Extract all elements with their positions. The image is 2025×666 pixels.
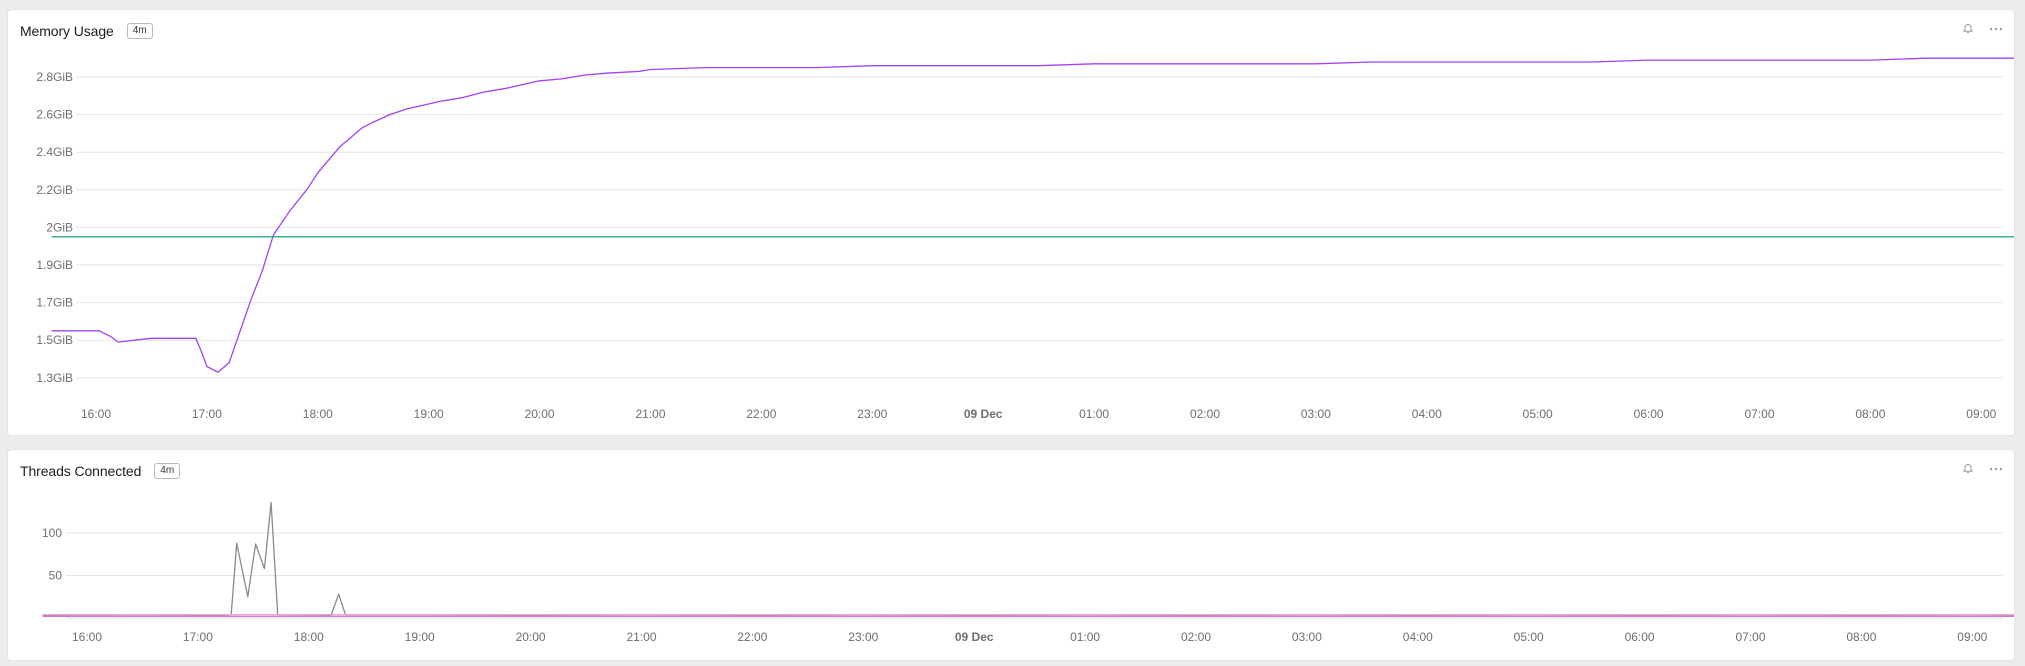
more-icon[interactable] (1988, 461, 2004, 477)
panel-title: Threads Connected (20, 463, 142, 479)
x-tick-label: 03:00 (1292, 630, 1322, 644)
x-tick-label: 09:00 (1966, 407, 1996, 421)
x-tick-label: 08:00 (1846, 630, 1876, 644)
x-tick-label: 03:00 (1301, 407, 1331, 421)
x-tick-label: 01:00 (1070, 630, 1100, 644)
x-tick-label: 18:00 (303, 407, 333, 421)
y-tick-label: 2.6GiB (36, 108, 73, 122)
y-tick-label: 50 (49, 569, 63, 583)
series-line (51, 57, 2014, 373)
more-icon[interactable] (1988, 21, 2004, 37)
threads-connected-chart[interactable]: 50 100 16:00 17:00 18:00 19:00 20:00 21:00 22:00… (8, 450, 2014, 660)
y-tick-label: 2.2GiB (36, 183, 73, 197)
panel-title: Memory Usage (20, 23, 114, 39)
x-tick-label: 06:00 (1625, 630, 1655, 644)
x-tick-label: 23:00 (848, 630, 878, 644)
y-tick-label: 1.5GiB (36, 333, 73, 347)
x-tick-label: 20:00 (525, 407, 555, 421)
x-tick-label: 18:00 (294, 630, 324, 644)
x-tick-label: 07:00 (1744, 407, 1774, 421)
bell-icon[interactable] (1960, 461, 1976, 477)
x-tick-label: 05:00 (1523, 407, 1553, 421)
x-tick-label: 16:00 (81, 407, 111, 421)
panel-header: Memory Usage 4m (20, 21, 153, 41)
x-tick-label: 06:00 (1634, 407, 1664, 421)
x-tick-label: 19:00 (405, 630, 435, 644)
y-tick-label: 2.8GiB (36, 70, 73, 84)
y-tick-label: 2.4GiB (36, 145, 73, 159)
x-tick-label: 09:00 (1957, 630, 1987, 644)
y-tick-label: 1.7GiB (36, 296, 73, 310)
x-tick-label: 04:00 (1403, 630, 1433, 644)
y-tick-label: 1.9GiB (36, 258, 73, 272)
x-tick-label: 20:00 (516, 630, 546, 644)
threads-connected-panel: 50 100 16:00 17:00 18:00 19:00 20:00 21:00 22:00… (8, 450, 2014, 660)
x-tick-label: 16:00 (72, 630, 102, 644)
memory-usage-panel: 1.3GiB 1.5GiB 1.7GiB 1.9GiB 2GiB 2.2GiB 2.4GiB… (8, 10, 2014, 435)
x-tick-label: 08:00 (1855, 407, 1885, 421)
x-tick-label: 17:00 (192, 407, 222, 421)
x-tick-label: 22:00 (737, 630, 767, 644)
x-tick-label: 01:00 (1079, 407, 1109, 421)
x-tick-label: 21:00 (626, 630, 656, 644)
y-tick-label: 2GiB (46, 220, 73, 234)
x-tick-label: 17:00 (183, 630, 213, 644)
x-tick-label: 21:00 (635, 407, 665, 421)
x-tick-label: 05:00 (1514, 630, 1544, 644)
series-line (42, 501, 2014, 617)
y-tick-label: 1.3GiB (36, 371, 73, 385)
x-tick-label: 04:00 (1412, 407, 1442, 421)
panel-actions (1960, 461, 2004, 477)
x-tick-label: 22:00 (746, 407, 776, 421)
panel-actions (1960, 21, 2004, 37)
x-tick-label: 09 Dec (964, 407, 1003, 421)
x-tick-label: 02:00 (1181, 630, 1211, 644)
x-tick-label: 19:00 (414, 407, 444, 421)
resolution-badge: 4m (126, 23, 153, 39)
x-tick-label: 07:00 (1735, 630, 1765, 644)
x-tick-label: 09 Dec (955, 630, 994, 644)
memory-usage-chart[interactable]: 1.3GiB 1.5GiB 1.7GiB 1.9GiB 2GiB 2.2GiB 2.4GiB… (8, 10, 2014, 435)
x-tick-label: 23:00 (857, 407, 887, 421)
bell-icon[interactable] (1960, 21, 1976, 37)
y-tick-label: 100 (42, 526, 62, 540)
panel-header: Threads Connected 4m (20, 461, 181, 481)
resolution-badge: 4m (154, 463, 181, 479)
x-tick-label: 02:00 (1190, 407, 1220, 421)
